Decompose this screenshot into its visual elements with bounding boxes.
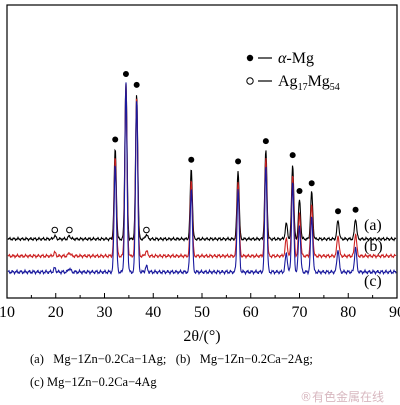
alpha-mg-marker (133, 81, 140, 88)
x-tick-label: 70 (292, 304, 308, 321)
caption-line-1: (a) Mg−1Zn−0.2Ca−1Ag; (b) Mg−1Zn−0.2Ca−2… (30, 352, 313, 366)
ag17mg54-marker (143, 226, 150, 234)
xrd-curves (7, 82, 397, 276)
watermark: ®有色金属在线 (299, 390, 384, 404)
legend-open-circle-icon (246, 77, 254, 85)
series-label: (c) (364, 273, 382, 290)
alpha-mg-marker (188, 156, 195, 163)
ag17mg54-marker (66, 226, 73, 234)
series-curve-a (7, 83, 397, 242)
alpha-mg-marker (262, 138, 269, 145)
alpha-mg-marker (335, 208, 342, 215)
x-tick-label: 60 (243, 304, 259, 321)
alpha-mg-marker (296, 188, 303, 194)
x-tick-label: 80 (340, 304, 356, 321)
legend-label: α-Mg (278, 50, 314, 67)
x-axis-label: 2θ/(°) (183, 328, 220, 345)
legend-filled-circle-icon (246, 54, 254, 62)
x-tick-label: 50 (194, 304, 210, 321)
alpha-mg-marker (122, 71, 129, 77)
x-tick-label: 10 (0, 304, 15, 321)
peak-markers (51, 71, 359, 234)
alpha-mg-marker (289, 152, 296, 159)
series-label: (b) (364, 238, 383, 255)
series-curve-c (7, 82, 397, 276)
series-label: (a) (364, 217, 382, 234)
series-curve-b (7, 83, 397, 260)
x-tick-label: 90 (389, 304, 400, 321)
alpha-mg-marker (352, 206, 359, 213)
caption-line-2: (c) Mg−1Zn−0.2Ca−4Ag (30, 375, 157, 389)
x-tick-label: 40 (145, 304, 161, 321)
legend-label: Ag17Mg54 (278, 73, 340, 93)
x-axis-ticks: 10 20 30 40 50 60 70 80 90 (0, 293, 400, 321)
x-tick-label: 20 (48, 304, 64, 321)
alpha-mg-marker (308, 180, 315, 187)
series-labels: (a) (b) (c) (364, 217, 383, 290)
ag17mg54-marker (51, 226, 59, 234)
x-tick-label: 30 (97, 304, 113, 321)
legend: α-Mg Ag17Mg54 (246, 50, 340, 93)
alpha-mg-marker (235, 158, 242, 165)
alpha-mg-marker (112, 136, 119, 143)
